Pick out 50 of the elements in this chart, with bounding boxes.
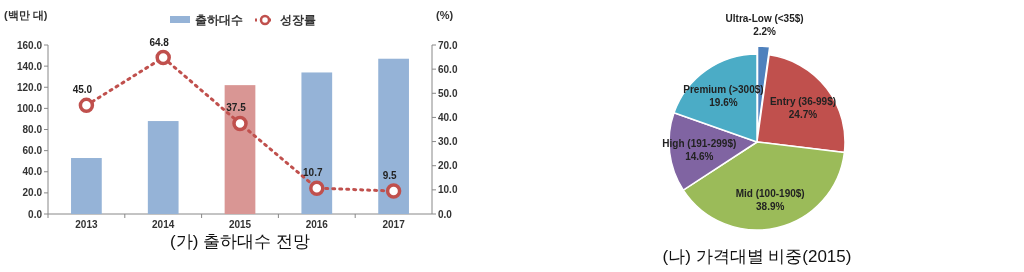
- data-label: 24.7%: [788, 108, 818, 120]
- y2-tick-label: 50.0: [438, 87, 458, 99]
- y2-tick-label: 20.0: [438, 160, 458, 172]
- y-tick-label: 80.0: [22, 124, 43, 135]
- y2-tick-label: 30.0: [438, 136, 458, 148]
- point: [78, 97, 95, 114]
- y2-tick-label: 70.0: [438, 39, 458, 51]
- x-tick-label: 2013: [75, 219, 98, 230]
- y-tick-label: 140.0: [16, 60, 43, 72]
- y-axis-title: (백만 대): [4, 9, 48, 21]
- x-tick-label: 2014: [152, 219, 175, 230]
- y-tick-label: 0.0: [28, 208, 43, 220]
- y-tick-label: 100.0: [16, 102, 43, 114]
- y-tick-label: 120.0: [16, 81, 43, 93]
- bar: [71, 158, 102, 214]
- bar: [224, 85, 256, 214]
- text: (가) 출하대수 전망: [170, 232, 310, 251]
- x-tick-label: 2017: [382, 219, 406, 230]
- y2-axis-title: (%): [436, 9, 454, 21]
- y-tick-label: 40.0: [22, 166, 43, 178]
- y-tick-label: 60.0: [22, 145, 43, 157]
- point: [155, 49, 171, 66]
- y2-tick-label: 40.0: [438, 111, 458, 123]
- data-label: 19.6%: [709, 96, 738, 108]
- data-label: 10.7: [303, 167, 323, 179]
- bar: [147, 121, 179, 214]
- legend-label: 성장률: [280, 13, 316, 27]
- point: [232, 115, 248, 132]
- y2-tick-label: 10.0: [438, 184, 458, 196]
- data-label: 45.0: [72, 84, 93, 96]
- data-label: 9.5: [382, 170, 397, 182]
- point: [309, 180, 325, 196]
- data-label: 38.9%: [756, 200, 785, 212]
- x-tick-label: 2015: [228, 219, 252, 230]
- y2-tick-label: 0.0: [438, 208, 453, 220]
- data-label: 64.8: [149, 36, 170, 48]
- bar: [378, 58, 409, 214]
- y2-tick-label: 60.0: [438, 63, 458, 75]
- point: [385, 183, 402, 199]
- data-label: 14.6%: [685, 150, 714, 162]
- text: (나) 가격대별 비중(2015): [662, 247, 852, 266]
- y-tick-label: 20.0: [22, 187, 43, 199]
- y-tick-label: 160.0: [16, 39, 43, 51]
- slice-label: Mid (100-190$): [735, 187, 805, 199]
- bar: [301, 72, 333, 214]
- slice-label: Ultra-Low (<35$): [725, 13, 804, 25]
- data-label: 37.5: [226, 102, 247, 114]
- x-tick-label: 2016: [305, 219, 329, 230]
- legend-label: 출하대수: [195, 13, 243, 27]
- data-label: 2.2%: [753, 26, 777, 38]
